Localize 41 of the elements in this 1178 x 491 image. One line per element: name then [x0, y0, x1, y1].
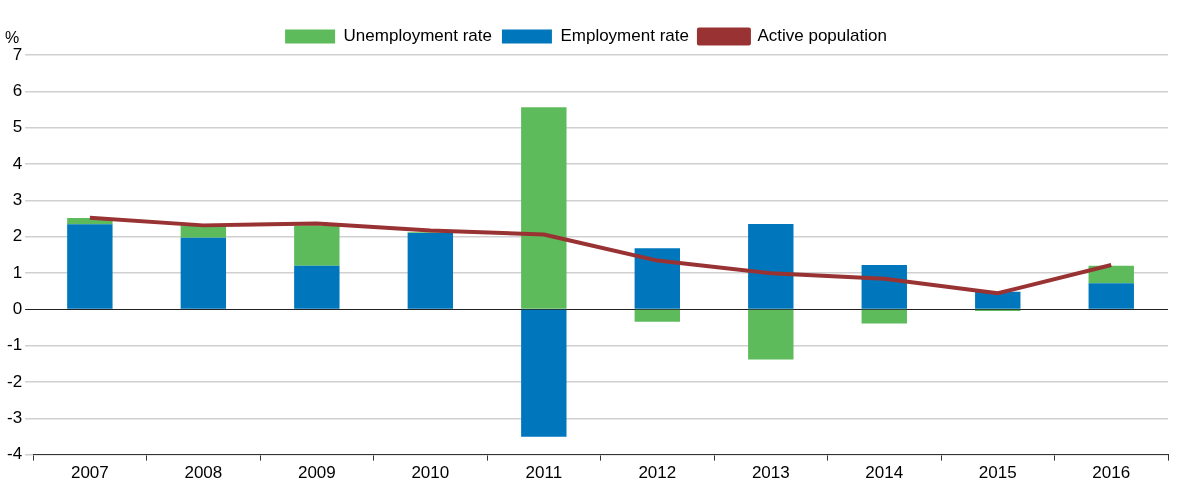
y-tick-label: -2 — [6, 371, 23, 391]
bar — [521, 107, 567, 309]
bar — [748, 309, 794, 360]
y-tick-label: -1 — [6, 335, 23, 355]
y-axis-title: % — [4, 29, 20, 47]
y-tick-label: 0 — [12, 298, 23, 318]
bar — [521, 309, 567, 437]
x-tick-label: 2008 — [184, 463, 223, 483]
x-tick-label: 2015 — [978, 463, 1017, 483]
y-tick-label: 3 — [12, 190, 23, 209]
legend-label: Unemployment rate — [343, 26, 492, 46]
x-tick-label: 2010 — [411, 463, 450, 483]
y-tick-label: -3 — [6, 407, 23, 427]
x-tick-label: 2011 — [525, 463, 563, 483]
bar — [975, 291, 1021, 309]
legend-label: Employment rate — [560, 26, 689, 46]
x-tick-label: 2007 — [70, 463, 109, 483]
x-tick-label: 2016 — [1092, 463, 1131, 483]
y-tick-label: 7 — [12, 44, 23, 64]
bar — [861, 264, 907, 309]
bar — [634, 248, 680, 309]
y-tick-label: -4 — [6, 444, 23, 464]
bar — [294, 225, 340, 266]
bar — [1088, 283, 1134, 309]
y-tick-label: 4 — [12, 153, 23, 173]
y-tick-label: 1 — [12, 262, 23, 282]
bar — [294, 265, 340, 309]
bar — [180, 237, 227, 309]
y-tick-label: 6 — [12, 81, 23, 101]
bar — [634, 309, 680, 322]
x-tick-label: 2013 — [751, 463, 790, 483]
x-tick-label: 2009 — [297, 463, 336, 483]
y-tick-label: 2 — [12, 226, 23, 246]
bar — [748, 223, 794, 309]
x-tick-label: 2012 — [638, 463, 677, 483]
legend-label: Active population — [757, 26, 887, 46]
bar — [67, 224, 113, 309]
y-tick-label: 5 — [12, 117, 23, 137]
bar — [407, 233, 454, 309]
x-tick-label: 2014 — [865, 463, 904, 483]
bar — [861, 309, 907, 324]
